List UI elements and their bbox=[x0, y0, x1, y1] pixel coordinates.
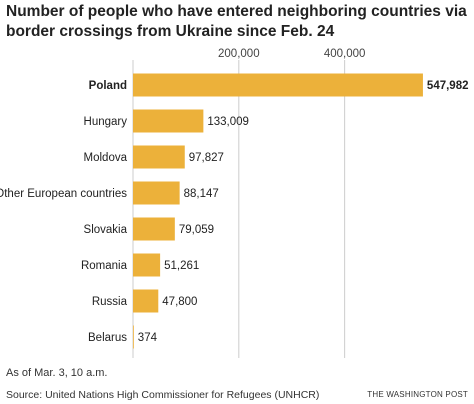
publisher-credit: THE WASHINGTON POST bbox=[367, 390, 468, 399]
bar bbox=[133, 253, 161, 277]
category-label: Poland bbox=[89, 80, 127, 92]
x-tick-label: 200,000 bbox=[218, 48, 260, 60]
category-label: Other European countries bbox=[0, 188, 127, 200]
bar bbox=[133, 217, 175, 241]
category-label: Slovakia bbox=[84, 224, 128, 236]
value-label: 374 bbox=[138, 332, 158, 344]
value-label: 133,009 bbox=[207, 116, 249, 128]
value-label: 97,827 bbox=[189, 152, 224, 164]
chart-title: Number of people who have entered neighb… bbox=[6, 3, 467, 40]
category-labels: Poland Hungary Moldova Other European count… bbox=[0, 80, 128, 344]
bar bbox=[133, 181, 180, 205]
timestamp-note: As of Mar. 3, 10 a.m. bbox=[6, 367, 108, 379]
x-tick-label: 400,000 bbox=[324, 48, 366, 60]
x-axis-ticks: 200,000 400,000 bbox=[218, 48, 365, 60]
bar bbox=[133, 73, 423, 97]
category-label: Russia bbox=[92, 296, 128, 308]
category-label: Belarus bbox=[88, 332, 127, 344]
value-labels: 547,982 133,009 97,827 88,147 79,059 51,261 47… bbox=[138, 80, 469, 344]
source-note: Source: United Nations High Commissioner… bbox=[6, 389, 320, 401]
category-label: Moldova bbox=[84, 152, 128, 164]
bars bbox=[133, 73, 423, 349]
bar bbox=[133, 145, 185, 169]
value-label: 547,982 bbox=[427, 80, 469, 92]
bar bbox=[133, 109, 204, 133]
value-label: 51,261 bbox=[164, 260, 199, 272]
value-label: 79,059 bbox=[179, 224, 214, 236]
value-label: 88,147 bbox=[184, 188, 219, 200]
bar bbox=[133, 289, 159, 313]
gridlines bbox=[132, 60, 346, 358]
bar bbox=[133, 325, 134, 349]
category-label: Romania bbox=[81, 260, 128, 272]
category-label: Hungary bbox=[84, 116, 128, 128]
value-label: 47,800 bbox=[162, 296, 197, 308]
